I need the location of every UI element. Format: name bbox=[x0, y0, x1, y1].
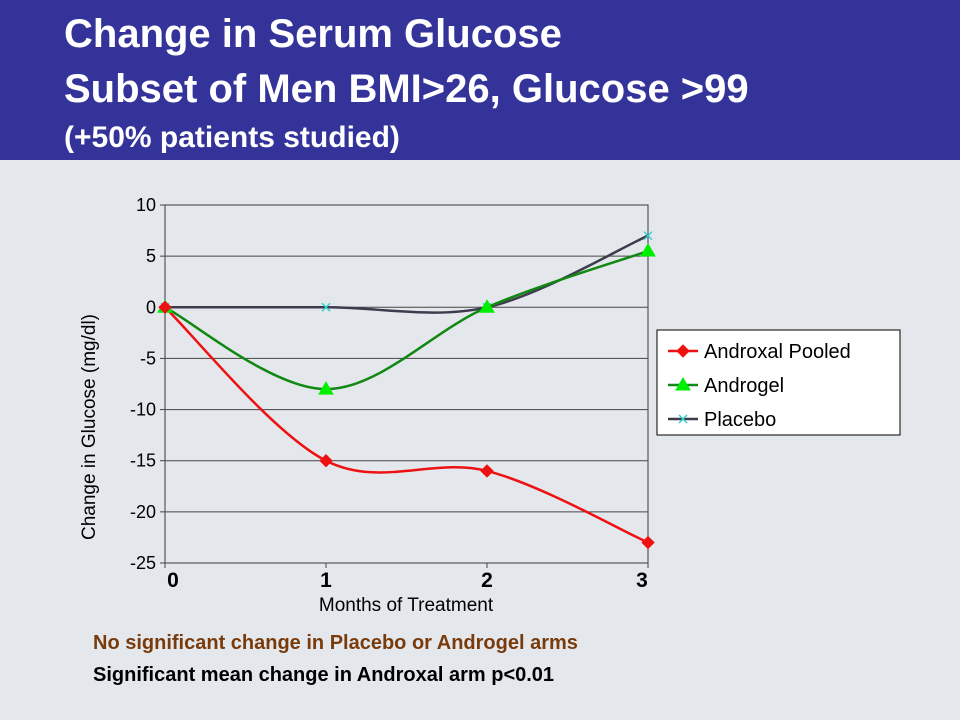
series-lines bbox=[157, 231, 656, 550]
note-no-significant-change: No significant change in Placebo or Andr… bbox=[93, 632, 578, 654]
x-tick-label: 2 bbox=[481, 569, 493, 592]
androxal-pooled-point bbox=[158, 300, 172, 314]
y-tick-label: -15 bbox=[130, 451, 156, 471]
legend-swatch-marker bbox=[675, 377, 691, 391]
legend: Androxal Pooled Androgel Placebo bbox=[656, 329, 901, 436]
legend-swatch-marker bbox=[676, 344, 690, 358]
plot-area-frame bbox=[164, 204, 649, 564]
slide-title: Change in Serum Glucose bbox=[64, 12, 562, 56]
legend-label-androxal-pooled: Androxal Pooled bbox=[704, 341, 851, 363]
androgel-point bbox=[640, 243, 656, 257]
x-axis-ticks: 0 1 2 3 bbox=[164, 563, 649, 592]
slide-subtitle-note: (+50% patients studied) bbox=[64, 121, 400, 154]
y-tick-label: 10 bbox=[136, 195, 156, 215]
androxal-pooled-point bbox=[319, 454, 333, 468]
placebo-point bbox=[321, 302, 331, 312]
androxal-pooled-line bbox=[164, 306, 649, 544]
y-tick-label: -10 bbox=[130, 400, 156, 420]
legend-box bbox=[656, 329, 901, 436]
note-significant-change: Significant mean change in Androxal arm … bbox=[93, 664, 555, 686]
androxal-pooled-point bbox=[480, 464, 494, 478]
placebo-line bbox=[165, 234, 649, 314]
x-tick-label: 1 bbox=[320, 569, 332, 592]
slide-subtitle: Subset of Men BMI>26, Glucose >99 bbox=[64, 67, 749, 111]
legend-label-androgel: Androgel bbox=[704, 375, 784, 397]
legend-label-placebo: Placebo bbox=[704, 409, 776, 431]
glucose-line-chart: 10 5 0 -5 -10 -15 -20 -25 0 1 2 3 Change in Glucos… bbox=[79, 195, 901, 616]
y-axis-ticks: 10 5 0 -5 -10 -15 -20 -25 bbox=[130, 195, 165, 573]
x-tick-label: 3 bbox=[636, 569, 648, 592]
y-tick-label: -5 bbox=[140, 348, 156, 368]
androgel-point bbox=[479, 299, 495, 313]
y-tick-label: -25 bbox=[130, 553, 156, 573]
placebo-point-stroke bbox=[321, 302, 331, 312]
androgel-point bbox=[318, 381, 334, 395]
androxal-pooled-point bbox=[641, 535, 655, 550]
placebo-point-stroke bbox=[643, 231, 653, 241]
y-tick-label: 5 bbox=[146, 246, 156, 266]
y-axis-label: Change in Glucose (mg/dl) bbox=[79, 314, 100, 540]
y-tick-label: -20 bbox=[130, 502, 156, 522]
legend-swatch-marker-stroke bbox=[678, 414, 688, 424]
x-tick-label: 0 bbox=[167, 569, 179, 592]
x-axis-label: Months of Treatment bbox=[319, 595, 494, 616]
title-banner: Change in Serum Glucose Subset of Men BM… bbox=[0, 0, 960, 160]
androgel-line bbox=[164, 249, 649, 391]
placebo-point bbox=[643, 231, 653, 241]
legend-swatch-marker bbox=[678, 414, 688, 424]
y-tick-label: 0 bbox=[146, 297, 156, 317]
